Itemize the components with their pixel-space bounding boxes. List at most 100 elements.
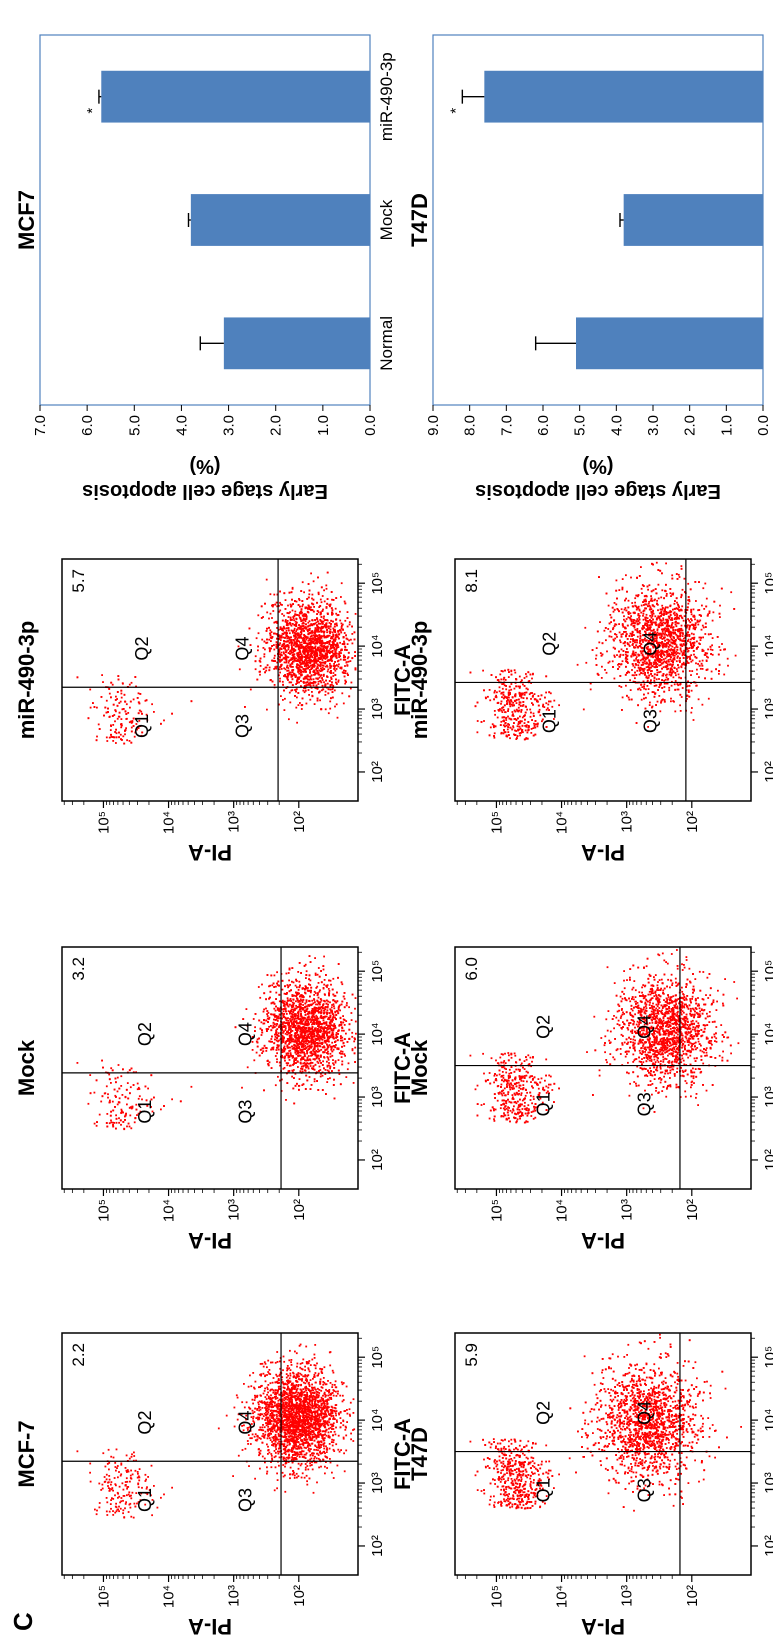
- flow-point: [100, 1489, 102, 1491]
- flow-point: [256, 1052, 258, 1054]
- flow-point: [335, 1380, 337, 1382]
- flow-point: [287, 1000, 289, 1002]
- flow-point: [107, 1482, 109, 1484]
- flow-point: [278, 1008, 280, 1010]
- flow-point: [308, 1449, 310, 1451]
- flow-point: [99, 1502, 101, 1504]
- flow-point: [118, 1510, 120, 1512]
- flow-point: [301, 1368, 303, 1370]
- flow-point: [336, 1410, 338, 1412]
- flow-point: [295, 1025, 297, 1027]
- flow-point: [355, 1033, 357, 1035]
- flow-point: [277, 981, 279, 983]
- flow-point: [315, 1429, 317, 1431]
- flow-point: [336, 1421, 338, 1423]
- flow-point: [325, 1042, 327, 1044]
- flow-point: [262, 1433, 264, 1435]
- flow-point: [331, 1055, 333, 1057]
- flow-point: [258, 1414, 260, 1416]
- flow-point: [320, 1453, 322, 1455]
- flow-point: [278, 1453, 280, 1455]
- flow-point: [296, 1421, 298, 1423]
- flow-point: [319, 1036, 321, 1038]
- flow-point: [314, 1398, 316, 1400]
- flow-point: [268, 1408, 270, 1410]
- flow-point: [284, 1060, 286, 1062]
- flow-point: [317, 1453, 319, 1455]
- flow-point: [266, 1424, 268, 1426]
- flow-point: [271, 1459, 273, 1461]
- flow-point: [304, 965, 306, 967]
- flow-point: [286, 1393, 288, 1395]
- flow-point: [288, 1006, 290, 1008]
- flow-point: [332, 994, 334, 996]
- flow-point: [255, 1381, 257, 1383]
- flow-point: [286, 973, 288, 975]
- flow-point: [267, 1360, 269, 1362]
- flow-point: [295, 979, 297, 981]
- flow-point: [292, 999, 294, 1001]
- flow-point: [298, 1022, 300, 1024]
- flow-point: [263, 1373, 265, 1375]
- flow-point: [302, 1443, 304, 1445]
- flow-point: [120, 1464, 122, 1466]
- flow-point: [126, 1488, 128, 1490]
- flow-point: [278, 1448, 280, 1450]
- flow-point: [309, 1402, 311, 1404]
- flow-point: [277, 1076, 279, 1078]
- flow-point: [275, 1439, 277, 1441]
- flow-point: [351, 1012, 353, 1014]
- flow-point: [321, 1404, 323, 1406]
- flow-point: [322, 1060, 324, 1062]
- flow-point: [341, 1056, 343, 1058]
- flow-point: [285, 1453, 287, 1455]
- flow-point: [303, 1031, 305, 1033]
- flow-point: [269, 1061, 271, 1063]
- flow-point: [344, 1038, 346, 1040]
- flow-point: [283, 1021, 285, 1023]
- flow-point: [294, 1041, 296, 1043]
- flow-point: [266, 1387, 268, 1389]
- flow-point: [298, 1463, 300, 1465]
- flow-point: [273, 1025, 275, 1027]
- flow-point: [302, 1009, 304, 1011]
- flow-point: [253, 1059, 255, 1061]
- flow-point: [303, 1456, 305, 1458]
- flow-point: [255, 1013, 257, 1015]
- flow-point: [315, 1382, 317, 1384]
- flow-point: [118, 1101, 120, 1103]
- flow-point: [297, 1426, 299, 1428]
- flow-point: [340, 1417, 342, 1419]
- flow-point: [267, 1401, 269, 1403]
- flow-point: [267, 1430, 269, 1432]
- flow-point: [262, 1418, 264, 1420]
- flow-point: [276, 1436, 278, 1438]
- flow-point: [275, 1389, 277, 1391]
- flow-point: [311, 1000, 313, 1002]
- flow-point: [344, 1470, 346, 1472]
- flow-point: [269, 1437, 271, 1439]
- flow-point: [305, 992, 307, 994]
- flow-point: [326, 1061, 328, 1063]
- flow-point: [291, 1397, 293, 1399]
- flow-point: [324, 979, 326, 981]
- flow-point: [333, 1439, 335, 1441]
- flow-point: [296, 1057, 298, 1059]
- flow-point: [130, 1086, 132, 1088]
- flow-point: [266, 1394, 268, 1396]
- flow-point: [246, 1401, 248, 1403]
- flow-point: [283, 1444, 285, 1446]
- flow-point: [325, 1383, 327, 1385]
- flow-point: [348, 1006, 350, 1008]
- flow-point: [271, 1002, 273, 1004]
- flow-point: [276, 1473, 278, 1475]
- flow-point: [265, 1415, 267, 1417]
- flow-point: [295, 1452, 297, 1454]
- flow-point: [333, 1422, 335, 1424]
- flow-point: [248, 1386, 250, 1388]
- flow-point: [118, 1088, 120, 1090]
- flow-point: [298, 1447, 300, 1449]
- flow-point: [256, 1408, 258, 1410]
- flow-point: [125, 1481, 127, 1483]
- flow-point: [266, 1422, 268, 1424]
